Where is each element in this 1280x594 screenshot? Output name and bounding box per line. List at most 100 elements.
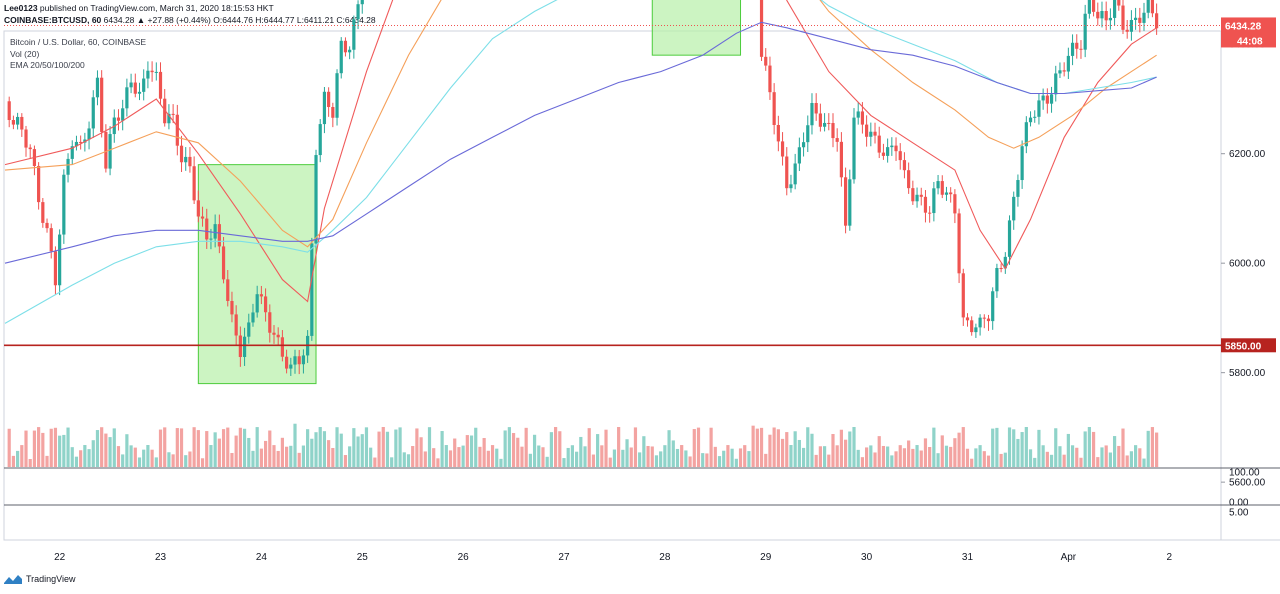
candle-body bbox=[272, 332, 276, 335]
candle-body bbox=[1079, 48, 1083, 50]
volume-bar bbox=[911, 448, 915, 467]
volume-bar bbox=[104, 433, 108, 467]
candle-body bbox=[322, 91, 327, 125]
volume-bar bbox=[226, 427, 230, 467]
candle-body bbox=[62, 174, 66, 235]
volume-bar bbox=[1112, 436, 1117, 467]
volume-bar bbox=[474, 427, 478, 467]
volume-bar bbox=[621, 449, 625, 467]
candle-body bbox=[1062, 70, 1066, 72]
volume-bar bbox=[1037, 429, 1041, 467]
volume-bar bbox=[129, 445, 133, 467]
time-tick-label: Apr bbox=[1061, 552, 1077, 563]
volume-bar bbox=[217, 438, 221, 467]
volume-bar bbox=[79, 450, 83, 467]
volume-bar bbox=[469, 435, 474, 467]
candle-body bbox=[814, 102, 818, 114]
footer-brand[interactable]: TradingView bbox=[4, 574, 76, 584]
time-tick-label: 28 bbox=[659, 552, 671, 563]
volume-bar bbox=[1033, 457, 1037, 467]
candle-body bbox=[1083, 13, 1087, 50]
volume-bar bbox=[717, 456, 722, 467]
volume-bar bbox=[1041, 445, 1045, 467]
volume-bar bbox=[432, 448, 436, 467]
candle-body bbox=[276, 334, 280, 338]
volume-bar bbox=[263, 440, 268, 467]
volume-bar bbox=[873, 452, 877, 467]
candle-body bbox=[1045, 95, 1049, 104]
candle-body bbox=[289, 364, 293, 369]
candle-body bbox=[1129, 19, 1134, 32]
volume-bar bbox=[116, 446, 121, 467]
candle-body bbox=[348, 49, 352, 53]
volume-bar bbox=[20, 445, 24, 467]
ema-50-line bbox=[4, 0, 1157, 248]
volume-bar bbox=[612, 449, 617, 467]
lower-pane-tick-label: 5.00 bbox=[1229, 508, 1249, 519]
volume-bar bbox=[907, 440, 911, 467]
candle-body bbox=[352, 19, 356, 50]
candle-body bbox=[970, 320, 974, 333]
volume-bar bbox=[394, 429, 398, 467]
volume-bar bbox=[53, 427, 58, 467]
volume-bar bbox=[654, 455, 659, 467]
candle-body bbox=[974, 327, 978, 333]
volume-bar bbox=[965, 448, 970, 467]
volume-bar bbox=[734, 458, 738, 467]
candle-body bbox=[869, 131, 873, 137]
volume-bar bbox=[364, 427, 369, 467]
volume-bar bbox=[894, 451, 898, 467]
candle-body bbox=[839, 141, 843, 178]
candle-body bbox=[196, 200, 200, 217]
candle-body bbox=[835, 138, 839, 142]
candle-body bbox=[133, 82, 137, 94]
volume-bar bbox=[348, 446, 352, 467]
volume-bar bbox=[32, 430, 37, 467]
candle-body bbox=[263, 296, 268, 313]
level-price-badge bbox=[1221, 338, 1276, 353]
volume-bar bbox=[373, 457, 377, 467]
volume-bar bbox=[793, 431, 797, 467]
candle-body bbox=[1016, 180, 1020, 197]
volume-bar bbox=[701, 453, 705, 467]
candle-body bbox=[167, 113, 171, 124]
volume-bar bbox=[801, 447, 806, 467]
volume-bar bbox=[596, 434, 600, 467]
candle-body bbox=[907, 170, 911, 189]
candle-body bbox=[209, 238, 213, 240]
volume-bar bbox=[822, 446, 827, 467]
volume-bar bbox=[617, 427, 621, 467]
time-tick-label: 26 bbox=[458, 552, 470, 563]
volume-bar bbox=[457, 447, 461, 467]
candle-body bbox=[301, 355, 306, 365]
candle-body bbox=[154, 71, 158, 73]
candle-body bbox=[1020, 146, 1024, 181]
candle-body bbox=[146, 70, 150, 79]
volume-bar bbox=[259, 448, 263, 467]
volume-bar bbox=[49, 428, 53, 467]
price-tick-label: 5800.00 bbox=[1229, 368, 1266, 379]
volume-bar bbox=[121, 454, 125, 467]
volume-bar bbox=[659, 451, 663, 467]
candle-body bbox=[768, 65, 772, 93]
volume-bar bbox=[200, 458, 205, 467]
volume-bar bbox=[406, 454, 411, 467]
volume-bar bbox=[978, 445, 982, 467]
candle-body bbox=[1066, 55, 1070, 72]
candle-body bbox=[200, 216, 205, 219]
candle-body bbox=[886, 147, 890, 156]
legend-volume: Vol (20) bbox=[10, 48, 40, 59]
candle-body bbox=[1134, 17, 1138, 20]
volume-bar bbox=[74, 456, 79, 467]
volume-bar bbox=[1049, 454, 1054, 467]
volume-bar bbox=[66, 427, 70, 467]
volume-bar bbox=[24, 430, 28, 467]
volume-bar bbox=[776, 429, 780, 467]
volume-bar bbox=[465, 435, 469, 467]
volume-bar bbox=[688, 456, 692, 467]
candle-body bbox=[865, 124, 869, 137]
volume-bar bbox=[856, 449, 860, 467]
candle-body bbox=[822, 122, 827, 127]
